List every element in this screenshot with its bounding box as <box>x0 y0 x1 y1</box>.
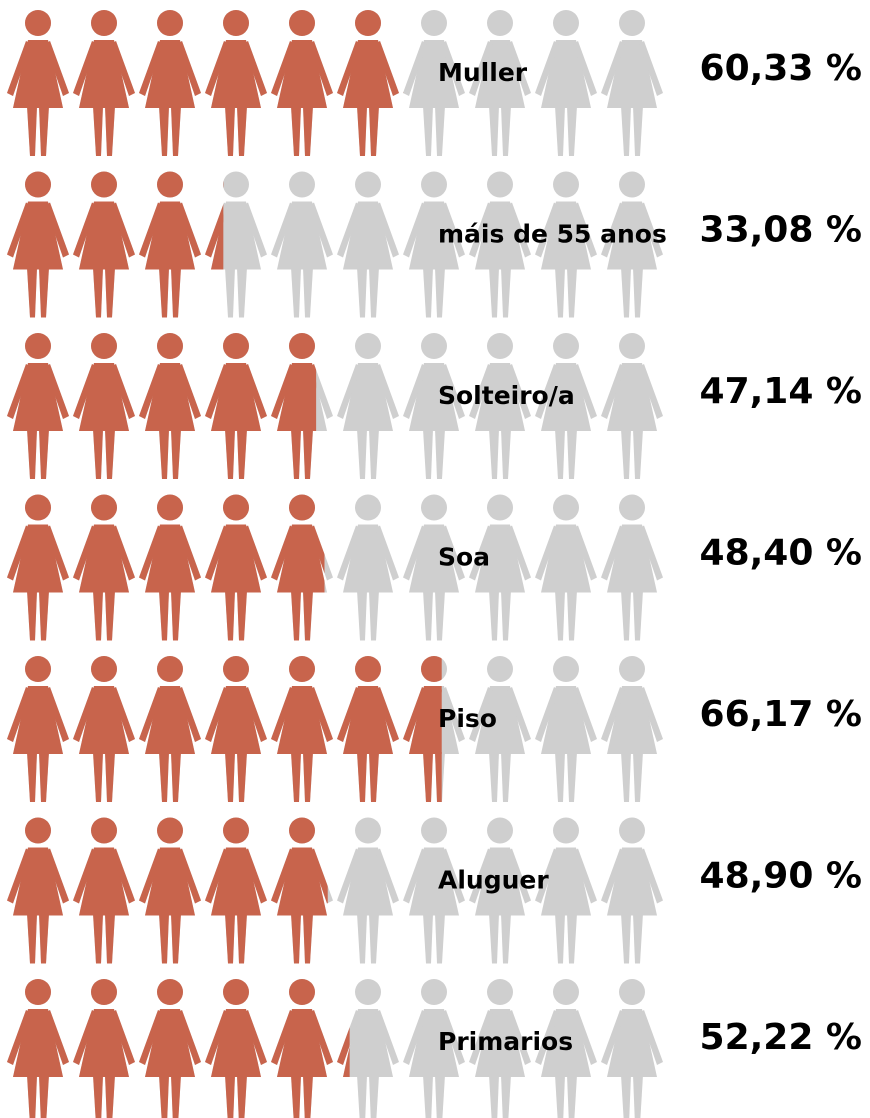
person-icon <box>73 333 135 479</box>
person-icon <box>601 656 663 802</box>
person-icon <box>139 172 201 318</box>
value-label: 33,08 % <box>700 210 862 251</box>
person-icon <box>601 979 663 1118</box>
category-label: Solteiro/a <box>438 381 575 410</box>
person-icon <box>139 10 201 156</box>
category-label: Soa <box>438 543 490 572</box>
person-icon <box>205 818 267 964</box>
category-label: Piso <box>438 704 497 733</box>
person-icon <box>601 495 663 641</box>
person-icon <box>337 818 399 964</box>
person-icon <box>535 10 597 156</box>
person-icon <box>73 10 135 156</box>
person-icon <box>337 495 399 641</box>
person-icon <box>271 495 333 641</box>
person-icon <box>205 979 267 1118</box>
person-icon <box>271 10 333 156</box>
person-icon <box>139 333 201 479</box>
person-icon <box>7 333 69 479</box>
person-icon <box>7 172 69 318</box>
person-icon <box>337 172 399 318</box>
person-icon <box>139 495 201 641</box>
person-icon <box>7 979 69 1118</box>
category-label: Aluguer <box>438 866 549 895</box>
person-icon <box>601 333 663 479</box>
person-icon <box>7 10 69 156</box>
person-icon <box>73 495 135 641</box>
person-icon <box>205 495 267 641</box>
value-label: 47,14 % <box>700 371 862 412</box>
person-icon <box>139 656 201 802</box>
person-icon <box>601 818 663 964</box>
category-label: Primarios <box>438 1027 573 1056</box>
value-label: 48,40 % <box>700 533 862 574</box>
person-icon <box>139 979 201 1118</box>
person-icon <box>205 333 267 479</box>
person-icon <box>535 495 597 641</box>
category-label: máis de 55 anos <box>438 220 667 249</box>
value-label: 66,17 % <box>700 694 862 735</box>
person-icon <box>205 656 267 802</box>
person-icon <box>271 818 333 964</box>
person-icon <box>7 495 69 641</box>
value-label: 52,22 % <box>700 1017 862 1058</box>
person-icon <box>205 10 267 156</box>
person-icon <box>73 979 135 1118</box>
value-label: 48,90 % <box>700 856 862 897</box>
person-icon <box>271 656 333 802</box>
value-label: 60,33 % <box>700 48 862 89</box>
person-icon <box>271 979 333 1118</box>
person-icon <box>271 172 333 318</box>
category-label: Muller <box>438 58 528 87</box>
person-icon <box>337 656 399 802</box>
person-icon <box>73 656 135 802</box>
person-icon <box>337 333 399 479</box>
person-icon <box>337 10 399 156</box>
person-icon <box>7 656 69 802</box>
person-icon <box>139 818 201 964</box>
person-icon <box>73 172 135 318</box>
person-icon <box>7 818 69 964</box>
person-icon <box>601 10 663 156</box>
person-icon <box>535 656 597 802</box>
person-icon <box>73 818 135 964</box>
